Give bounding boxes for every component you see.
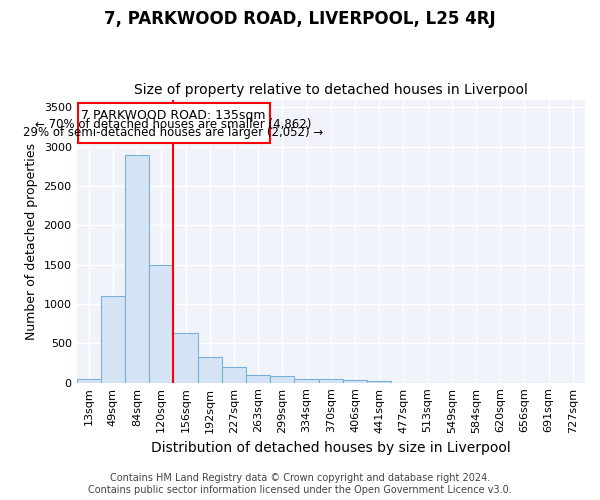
Y-axis label: Number of detached properties: Number of detached properties <box>25 142 38 340</box>
Bar <box>77 378 101 382</box>
Bar <box>367 381 391 382</box>
Bar <box>295 378 319 382</box>
Bar <box>173 333 197 382</box>
Text: 7, PARKWOOD ROAD, LIVERPOOL, L25 4RJ: 7, PARKWOOD ROAD, LIVERPOOL, L25 4RJ <box>104 10 496 28</box>
Bar <box>222 367 246 382</box>
Text: Contains HM Land Registry data © Crown copyright and database right 2024.
Contai: Contains HM Land Registry data © Crown c… <box>88 474 512 495</box>
Bar <box>197 356 222 382</box>
Bar <box>125 154 149 382</box>
Bar <box>343 380 367 382</box>
Text: 7 PARKWOOD ROAD: 135sqm: 7 PARKWOOD ROAD: 135sqm <box>81 109 266 122</box>
Bar <box>270 376 295 382</box>
Bar <box>78 102 270 143</box>
Text: 29% of semi-detached houses are larger (2,052) →: 29% of semi-detached houses are larger (… <box>23 126 323 139</box>
X-axis label: Distribution of detached houses by size in Liverpool: Distribution of detached houses by size … <box>151 441 511 455</box>
Text: ← 70% of detached houses are smaller (4,862): ← 70% of detached houses are smaller (4,… <box>35 118 311 130</box>
Bar <box>149 264 173 382</box>
Bar <box>246 375 270 382</box>
Bar <box>101 296 125 382</box>
Bar <box>319 378 343 382</box>
Title: Size of property relative to detached houses in Liverpool: Size of property relative to detached ho… <box>134 83 528 97</box>
